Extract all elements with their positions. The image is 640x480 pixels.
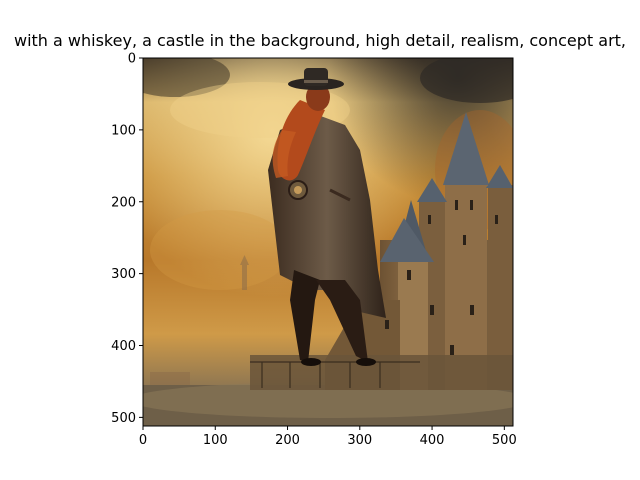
x-axis: 0 100 200 300 400 500 <box>139 426 517 448</box>
y-axis: 0 100 200 300 400 500 <box>111 52 143 426</box>
y-tick-label: 0 <box>128 52 136 67</box>
plot-image <box>143 58 513 426</box>
axes-frame <box>142 57 514 427</box>
chart-title: with a whiskey, a castle in the backgrou… <box>14 31 626 50</box>
y-tick-label: 200 <box>111 195 136 210</box>
x-tick-label: 200 <box>275 433 300 448</box>
character <box>268 68 386 366</box>
x-tick-label: 100 <box>203 433 228 448</box>
y-tick-label: 400 <box>111 339 136 354</box>
x-tick-label: 400 <box>420 433 445 448</box>
x-tick-label: 300 <box>347 433 372 448</box>
y-tick-label: 500 <box>111 411 136 426</box>
castle <box>250 112 513 390</box>
y-tick-label: 100 <box>111 123 136 138</box>
x-tick-label: 500 <box>492 433 517 448</box>
x-tick-label: 0 <box>139 433 147 448</box>
y-tick-label: 300 <box>111 267 136 282</box>
